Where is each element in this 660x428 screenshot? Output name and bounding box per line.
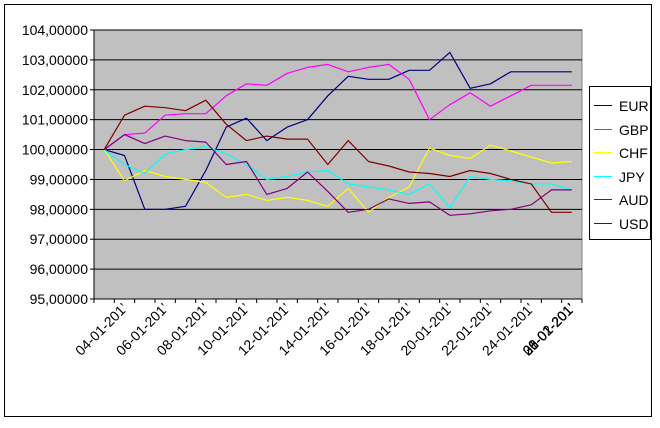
chart-frame: 95,00000 96,00000 97,00000 98,00000 99,00000…	[4, 4, 652, 417]
legend-label: USD	[619, 215, 649, 232]
y-tick-label: 98,00000	[30, 201, 89, 217]
legend-swatch	[594, 175, 612, 177]
legend-swatch	[594, 105, 612, 106]
series-line-aud	[103, 134, 572, 216]
legend-label: JPY	[619, 168, 645, 185]
y-tick-label: 99,00000	[30, 171, 89, 187]
legend-label: GBP	[619, 121, 649, 138]
chart-legend: EUR GBP CHF JPY AUD USD	[589, 86, 651, 240]
y-tick-label: 103,00000	[22, 52, 88, 68]
y-tick-label: 104,00000	[22, 22, 88, 38]
plot-area	[93, 29, 583, 300]
series-line-chf	[103, 144, 572, 213]
line-chart: 95,00000 96,00000 97,00000 98,00000 99,00000…	[22, 22, 583, 358]
legend-swatch	[594, 222, 612, 224]
y-tick-label: 95,00000	[30, 291, 89, 307]
legend-label: AUD	[619, 192, 649, 208]
series-line-gbp	[103, 63, 572, 151]
legend-item-chf: CHF	[594, 143, 650, 163]
legend-item-eur: EUR	[594, 96, 650, 116]
legend-item-gbp: GBP	[594, 120, 650, 140]
y-tick-label: 100,00000	[22, 142, 88, 158]
legend-item-usd: USD	[594, 214, 650, 234]
y-tick-label: 102,00000	[22, 82, 88, 98]
y-tick-label: 96,00000	[30, 261, 89, 277]
series-line-eur	[104, 51, 572, 210]
legend-swatch	[594, 128, 612, 130]
legend-label: EUR	[619, 98, 649, 114]
legend-swatch	[594, 152, 612, 153]
legend-label: CHF	[619, 145, 648, 161]
series-line-usd	[103, 99, 572, 213]
series-line-jpy	[103, 146, 572, 209]
legend-item-jpy: JPY	[594, 167, 650, 187]
legend-item-aud: AUD	[594, 190, 650, 210]
legend-swatch	[594, 199, 612, 200]
y-tick-label: 101,00000	[22, 112, 88, 128]
y-tick-label: 97,00000	[30, 231, 89, 247]
